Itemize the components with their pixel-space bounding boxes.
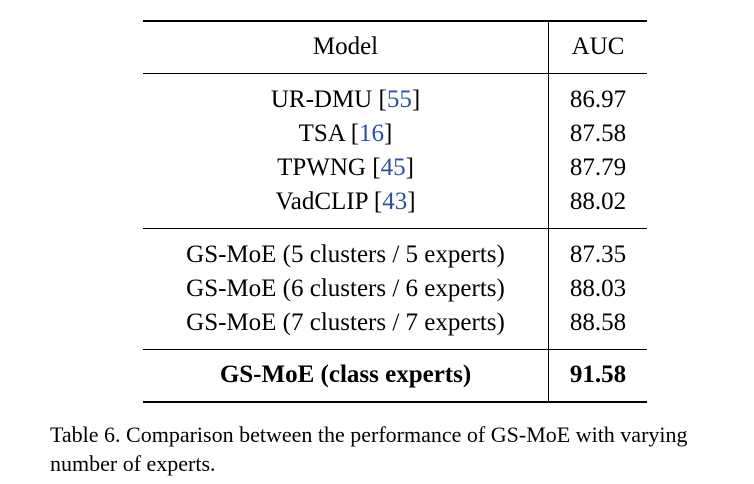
- table-row: TSA [16] 87.58: [143, 117, 647, 151]
- table-row: GS-MoE (6 clusters / 6 experts) 88.03: [143, 272, 647, 306]
- citation-bracket: ]: [384, 120, 393, 147]
- auc-value: 87.79: [569, 154, 627, 181]
- model-name-cell: TPWNG [45]: [143, 151, 549, 185]
- model-name: GS-MoE (6 clusters / 6 experts): [143, 272, 549, 306]
- auc-value: 86.97: [569, 86, 627, 113]
- model-name: GS-MoE (7 clusters / 7 experts): [143, 306, 549, 350]
- citation-link[interactable]: 55: [386, 86, 412, 113]
- model-name-cell: VadCLIP [43]: [143, 185, 549, 229]
- auc-value: 87.35: [569, 241, 627, 268]
- table-caption: Table 6. Comparison between the performa…: [50, 422, 688, 476]
- header-auc: AUC: [571, 33, 625, 60]
- header-model: Model: [143, 21, 549, 74]
- citation-bracket: ]: [411, 86, 421, 113]
- model-name: VadCLIP: [275, 188, 368, 215]
- model-name: TPWNG: [277, 154, 366, 181]
- model-name: UR-DMU: [270, 86, 373, 113]
- model-name-cell: UR-DMU [55]: [143, 73, 549, 117]
- auc-value: 88.58: [569, 309, 627, 336]
- best-model-name: GS-MoE (class experts): [143, 349, 549, 402]
- table-row: GS-MoE (5 clusters / 5 experts) 87.35: [143, 228, 647, 272]
- citation-link[interactable]: 45: [380, 154, 406, 181]
- model-name: TSA: [298, 120, 345, 147]
- table-header-row: Model AUC: [143, 21, 647, 74]
- model-name-cell: TSA [16]: [143, 117, 549, 151]
- citation-link[interactable]: 16: [359, 120, 385, 147]
- citation-bracket: [: [372, 154, 381, 181]
- citation-bracket: [: [373, 188, 383, 215]
- citation-bracket: [: [378, 86, 387, 113]
- best-auc-value: 91.58: [569, 361, 627, 388]
- table-row-best: GS-MoE (class experts) 91.58: [143, 349, 647, 402]
- table-row: UR-DMU [55] 86.97: [143, 73, 647, 117]
- citation-bracket: [: [350, 120, 360, 147]
- citation-bracket: ]: [407, 188, 416, 215]
- results-table: Model AUC UR-DMU [55] 86.97 TSA [16] 87.…: [143, 20, 647, 403]
- table-row: VadCLIP [43] 88.02: [143, 185, 647, 229]
- model-name: GS-MoE (5 clusters / 5 experts): [143, 228, 549, 272]
- table-row: GS-MoE (7 clusters / 7 experts) 88.58: [143, 306, 647, 350]
- citation-link[interactable]: 43: [382, 188, 408, 215]
- auc-value: 88.03: [569, 275, 627, 302]
- auc-value: 87.58: [569, 120, 627, 147]
- citation-bracket: ]: [405, 154, 414, 181]
- auc-value: 88.02: [569, 188, 627, 215]
- table-row: TPWNG [45] 87.79: [143, 151, 647, 185]
- results-table-container: Model AUC UR-DMU [55] 86.97 TSA [16] 87.…: [143, 20, 647, 403]
